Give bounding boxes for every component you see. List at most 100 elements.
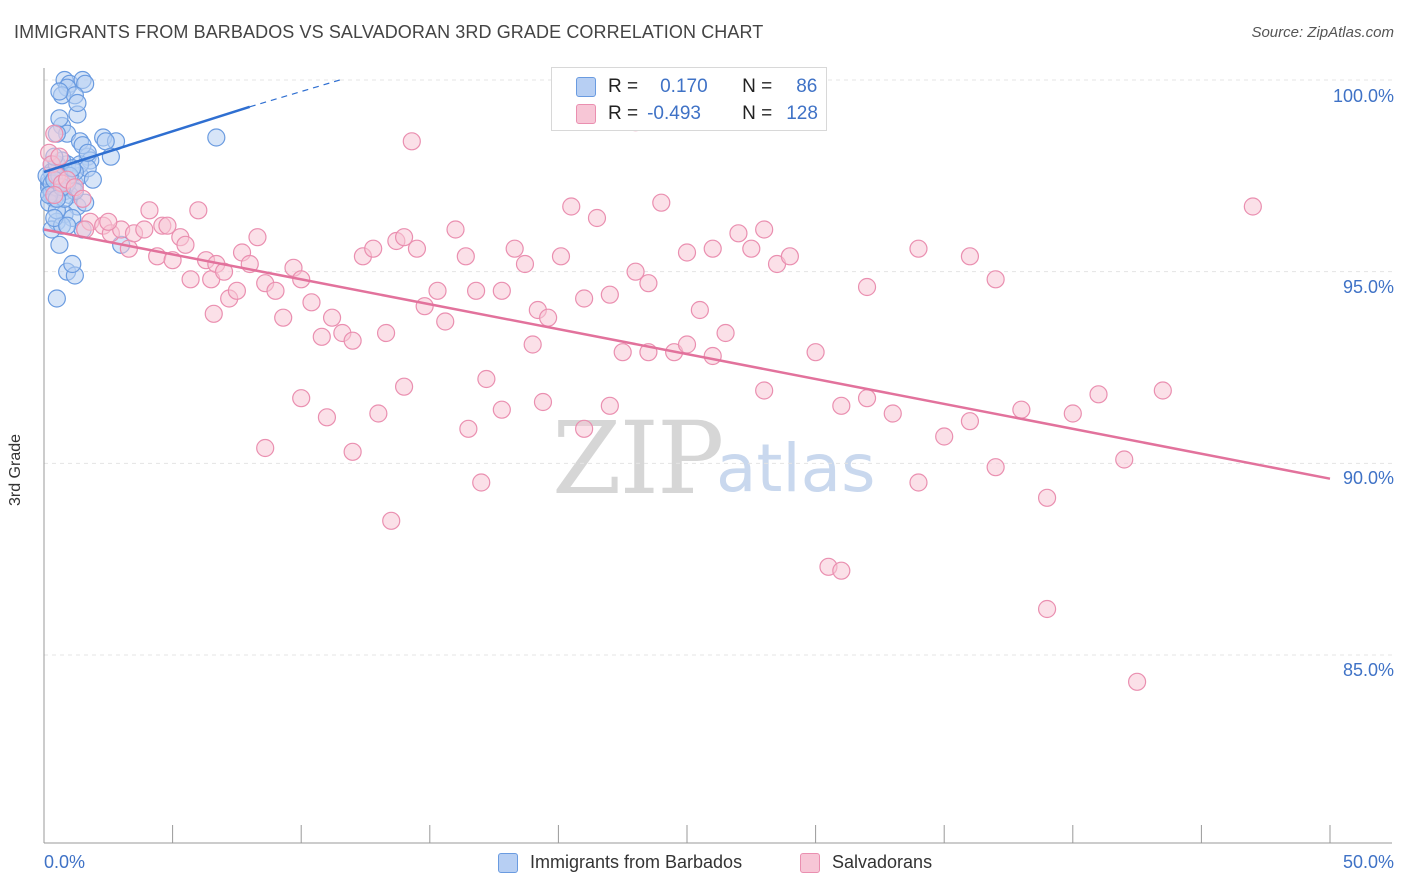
data-point: [428, 281, 447, 300]
data-point: [394, 377, 414, 396]
data-point: [50, 82, 69, 101]
data-point: [677, 243, 697, 262]
data-point: [68, 93, 87, 113]
y-tick-label: 90.0%: [1342, 468, 1394, 488]
data-point: [312, 327, 331, 346]
legend-row-salvadorans: R = -0.493 N = 128: [576, 103, 818, 125]
data-point: [248, 228, 267, 247]
data-point: [436, 312, 455, 331]
data-point: [600, 285, 619, 304]
trend-lines: [43, 79, 1331, 480]
trend-line-barbados-extension: [249, 79, 340, 108]
data-point: [492, 281, 511, 300]
data-point: [407, 239, 427, 258]
data-point: [780, 247, 799, 266]
data-point: [1089, 385, 1108, 404]
data-point: [343, 442, 362, 461]
data-point: [204, 304, 223, 323]
data-point: [446, 220, 465, 239]
data-point: [181, 270, 200, 289]
trend-line-salvadorans: [43, 228, 1331, 480]
data-point: [382, 511, 401, 530]
legend-swatch-blue: [498, 852, 518, 873]
data-point: [857, 277, 877, 297]
y-tick-label: 95.0%: [1342, 277, 1394, 297]
data-point: [274, 308, 293, 327]
data-point: [986, 458, 1005, 477]
stats-legend: R = 0.170 N = 86 R = -0.493 N = 128: [551, 67, 827, 131]
data-point: [505, 239, 524, 258]
series-salvadorans-points: [40, 113, 1262, 691]
data-point: [639, 274, 658, 293]
y-tick-label: 100.0%: [1332, 86, 1394, 106]
data-point: [189, 201, 208, 220]
legend-swatch-pink: [800, 852, 820, 873]
data-point: [716, 323, 735, 343]
n-value: 86: [796, 76, 818, 97]
data-point: [729, 224, 748, 243]
data-point: [376, 323, 396, 343]
n-label: N =: [742, 103, 773, 124]
data-point: [50, 235, 69, 254]
data-point: [562, 197, 581, 216]
data-point: [266, 281, 285, 300]
data-point: [176, 235, 195, 254]
data-point: [1127, 672, 1147, 691]
data-point: [986, 270, 1005, 289]
data-point: [960, 412, 980, 431]
data-point: [45, 185, 64, 205]
data-point: [466, 281, 486, 300]
data-point: [1012, 400, 1031, 419]
data-point: [909, 239, 928, 258]
source-label: Source: ZipAtlas.com: [1251, 24, 1394, 41]
data-point: [883, 404, 902, 423]
data-point: [322, 308, 342, 327]
data-point: [515, 254, 535, 274]
data-point: [477, 369, 496, 389]
data-point: [703, 239, 722, 258]
data-point: [703, 346, 722, 366]
data-point: [402, 132, 421, 151]
data-point: [1063, 404, 1082, 423]
data-point: [575, 289, 594, 308]
r-value: 0.170: [660, 76, 708, 97]
data-point: [83, 170, 102, 189]
data-point: [47, 289, 66, 308]
data-point: [302, 293, 321, 312]
data-point: [523, 335, 542, 354]
n-label: N =: [742, 76, 773, 97]
data-point: [1037, 599, 1057, 619]
legend-swatch-pink: [576, 104, 596, 124]
data-point: [690, 300, 709, 320]
data-point: [459, 419, 478, 438]
data-point: [50, 147, 69, 166]
data-point: [935, 427, 954, 446]
data-point: [76, 74, 95, 93]
data-point: [626, 262, 645, 281]
bottom-legend-barbados: Immigrants from Barbados: [498, 852, 742, 873]
data-point: [613, 343, 632, 362]
legend-label-salvadorans: Salvadorans: [832, 852, 933, 872]
n-value: 128: [786, 103, 818, 124]
data-point: [652, 193, 671, 212]
legend-swatch-blue: [576, 77, 596, 97]
watermark-atlas: atlas: [716, 430, 876, 507]
data-point: [755, 220, 774, 239]
data-point: [575, 419, 594, 438]
legend-label-barbados: Immigrants from Barbados: [530, 852, 743, 872]
data-point: [742, 239, 761, 258]
data-point: [140, 201, 159, 220]
data-point: [960, 247, 980, 266]
trend-line-barbados: [43, 105, 251, 174]
data-point: [539, 308, 558, 327]
data-point: [317, 408, 337, 427]
data-point: [492, 400, 511, 419]
data-point: [1115, 450, 1134, 469]
data-point: [909, 473, 928, 492]
y-tick-label: 85.0%: [1342, 660, 1394, 680]
data-point: [63, 254, 82, 274]
data-point: [472, 473, 491, 492]
data-point: [415, 297, 434, 316]
data-point: [832, 396, 851, 415]
